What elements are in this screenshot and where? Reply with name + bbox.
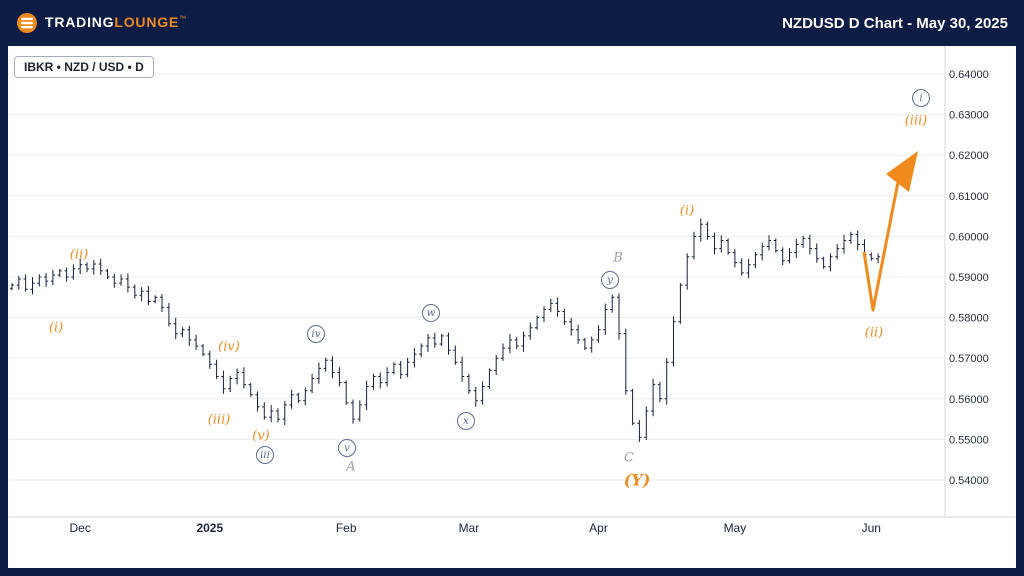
price-axis-label: 0.56000	[949, 394, 989, 406]
trademark-symbol: ™	[179, 15, 187, 23]
price-axis-label: 0.64000	[949, 69, 989, 81]
time-axis-label: Jun	[862, 521, 881, 535]
brand-name-primary: TRADING	[45, 14, 115, 30]
brand-logo[interactable]: TRADINGLOUNGE™	[16, 12, 186, 34]
brand-name: TRADINGLOUNGE™	[45, 14, 186, 32]
brand-logo-icon	[17, 13, 37, 33]
time-axis-label: May	[724, 521, 747, 535]
symbol-badge[interactable]: IBKR • NZD / USD • D	[14, 56, 154, 78]
time-axis-label: 2025	[196, 521, 223, 535]
price-axis-label: 0.59000	[949, 272, 989, 284]
price-axis-label: 0.54000	[949, 475, 989, 487]
time-axis-label: Feb	[336, 521, 357, 535]
time-axis-label: Mar	[459, 521, 480, 535]
price-axis-label: 0.60000	[949, 231, 989, 243]
time-axis-label: Dec	[70, 521, 91, 535]
axis-frame	[8, 46, 1016, 518]
price-axis-label: 0.61000	[949, 191, 989, 203]
price-axis-label: 0.55000	[949, 434, 989, 446]
price-chart-plot[interactable]: 0.64000 0.63000 0.62000 0.61000 0.60000 0.590…	[8, 46, 1016, 568]
time-axis-label: Apr	[589, 521, 608, 535]
ohlc-bars	[9, 218, 881, 442]
brand-name-secondary: LOUNGE	[114, 14, 180, 30]
page-title: NZDUSD D Chart - May 30, 2025	[782, 14, 1008, 32]
price-axis-label: 0.58000	[949, 313, 989, 325]
price-axis-label: 0.62000	[949, 150, 989, 162]
price-axis-label: 0.57000	[949, 353, 989, 365]
grid-lines	[8, 73, 945, 481]
price-axis-label: 0.63000	[949, 110, 989, 122]
chart-panel: 0.64000 0.63000 0.62000 0.61000 0.60000 0.590…	[8, 46, 1016, 568]
header-bar: TRADINGLOUNGE™ NZDUSD D Chart - May 30, …	[0, 0, 1024, 46]
